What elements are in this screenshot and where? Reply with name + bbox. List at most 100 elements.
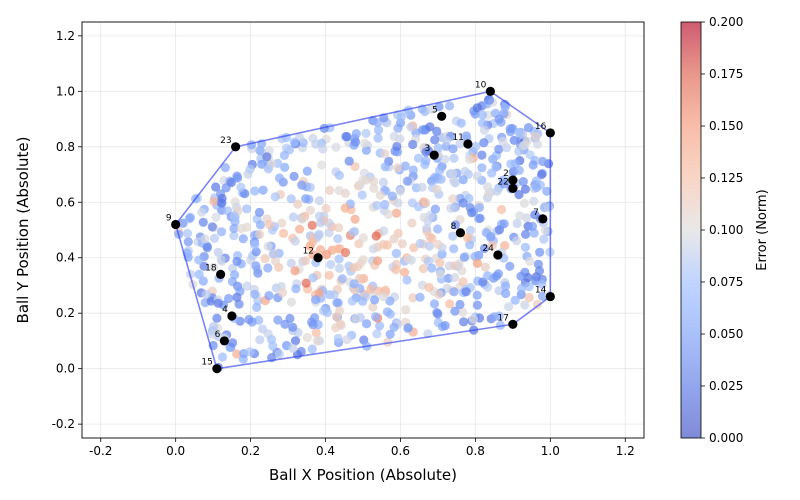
scatter-point [273,315,283,325]
scatter-point [211,212,221,222]
scatter-point [487,240,497,250]
scatter-point [523,123,534,133]
scatter-point [368,302,378,312]
scatter-point [373,133,383,143]
scatter-point [333,234,343,244]
scatter-point [524,292,534,303]
anchor-point-label: 17 [497,313,508,323]
x-tick-label: 0.8 [466,444,485,458]
anchor-point [463,139,473,149]
scatter-point [334,254,344,264]
scatter-point [479,125,490,135]
scatter-point [361,128,371,138]
scatter-point [516,271,526,281]
scatter-point [185,212,195,223]
scatter-point [209,262,219,272]
scatter-point [257,324,268,334]
scatter-point [494,114,504,124]
scatter-point [423,256,433,266]
scatter-point [391,248,401,258]
scatter-point [499,219,509,229]
scatter-point [415,238,425,249]
scatter-point [537,291,548,301]
scatter-point [305,182,315,192]
scatter-point [430,204,440,214]
hull-boundary [174,90,552,370]
scatter-point [430,135,440,145]
scatter-point [202,243,212,253]
scatter-point [255,229,265,239]
scatter-point [544,202,554,212]
scatter-point [477,150,487,160]
scatter-point [481,228,491,238]
anchor-point-label: 23 [220,136,231,146]
scatter-point [194,269,204,279]
scatter-point [518,141,528,151]
scatter-point [491,162,501,172]
scatter-point [209,196,219,206]
anchor-point [313,253,323,263]
scatter-point [350,161,360,172]
scatter-point [329,290,339,300]
scatter-point [321,203,331,214]
scatter-point [315,245,325,255]
scatter-point [217,352,228,362]
scatter-point [308,273,318,283]
y-tick-label: 0.4 [56,251,75,265]
scatter-point [213,247,223,257]
scatter-point [212,313,222,323]
scatter-point [475,213,485,223]
scatter-point [393,198,403,208]
scatter-point [529,196,539,206]
scatter-point [505,261,515,271]
scatter-point [289,137,299,147]
scatter-point [432,126,442,136]
scatter-point [525,256,535,266]
scatter-point [310,313,320,323]
scatter-point [448,144,458,154]
grid [82,22,644,438]
scatter-point [333,333,343,343]
anchor-point-label: 5 [432,105,438,115]
scatter-point [392,141,402,151]
scatter-point [520,242,531,252]
scatter-point [264,291,274,301]
scatter-point [449,153,459,163]
scatter-point [422,223,432,234]
scatter-point [362,319,372,329]
scatter-point [437,249,447,259]
scatter-point [472,103,482,113]
scatter-point [506,159,516,169]
scatter-point [319,123,329,133]
scatter-point [424,241,434,251]
scatter-point [277,218,287,228]
scatter-point [477,110,487,120]
anchor-point-label: 2 [503,169,509,179]
scatter-point [342,132,352,142]
anchor-point-label: 22 [497,177,508,187]
scatter-point [408,139,418,150]
scatter-point [479,138,489,148]
scatter-point [351,129,361,139]
scatter-point [455,299,465,310]
scatter-point [263,263,273,273]
anchor-point [216,269,226,279]
scatter-point [260,253,270,264]
scatter-point [517,283,527,293]
scatter-point [403,254,413,264]
scatter-point [500,241,510,251]
y-tick-label: 0.2 [56,306,75,320]
scatter-points [173,94,555,372]
scatter-point [542,186,552,196]
scatter-point [263,241,273,251]
scatter-point [348,227,358,237]
scatter-point [385,296,395,306]
scatter-point [494,144,504,154]
scatter-point [396,112,406,122]
scatter-point [232,171,242,181]
scatter-point [257,159,267,169]
scatter-point [258,185,268,195]
scatter-point [326,259,336,270]
scatter-point [255,220,265,230]
scatter-point [449,176,459,186]
